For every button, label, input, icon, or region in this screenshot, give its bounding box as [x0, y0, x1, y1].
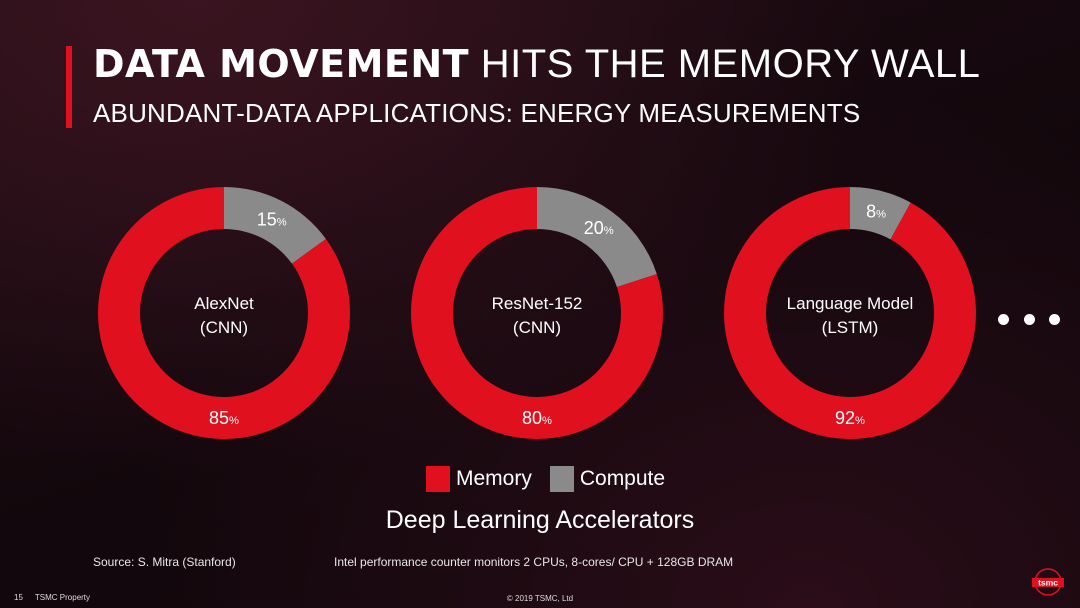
- legend-swatch-memory: [426, 466, 450, 492]
- chart-center-label: ResNet-152: [492, 294, 583, 313]
- chart-center-sublabel: (CNN): [200, 318, 248, 337]
- title-rest-part: HITS THE MEMORY WALL: [469, 42, 981, 86]
- chart-center-label: AlexNet: [194, 294, 254, 313]
- memory-slice: [724, 187, 976, 439]
- legend-label-compute: Compute: [579, 467, 666, 490]
- property-label: TSMC Property: [34, 593, 91, 602]
- donut-chart-2: 20%80%ResNet-152(CNN): [411, 187, 663, 439]
- chart-caption: Deep Learning Accelerators: [385, 506, 695, 534]
- legend-swatch-compute: [549, 466, 574, 492]
- chart-center-label: Language Model: [787, 294, 914, 313]
- compute-slice: [224, 187, 326, 264]
- donut-chart-3: 8%92%Language Model(LSTM): [724, 187, 976, 439]
- legend-item-compute: Compute: [549, 466, 666, 492]
- chart-legend: Memory Compute: [426, 466, 683, 492]
- legend-item-memory: Memory: [426, 466, 532, 492]
- compute-slice: [850, 187, 911, 240]
- slide-subtitle: ABUNDANT-DATA APPLICATIONS: ENERGY MEASU…: [93, 98, 861, 128]
- tsmc-logo: tsmc: [1032, 568, 1064, 596]
- slide-title: DATA MOVEMENT HITS THE MEMORY WALL: [93, 40, 980, 88]
- donut-chart-1: 15%85%AlexNet(CNN): [97, 187, 350, 440]
- more-ellipsis-icon: [998, 309, 1060, 329]
- footer-left: 15 TSMC Property: [14, 593, 90, 602]
- title-bold-part: DATA MOVEMENT: [93, 42, 470, 86]
- page-number: 15: [14, 593, 23, 602]
- source-note: Source: S. Mitra (Stanford): [93, 555, 236, 569]
- measurement-note: Intel performance counter monitors 2 CPU…: [334, 555, 734, 569]
- compute-slice: [537, 187, 657, 288]
- chart-center-sublabel: (CNN): [513, 318, 561, 337]
- chart-center-sublabel: (LSTM): [822, 318, 879, 337]
- memory-slice: [411, 187, 663, 439]
- copyright: © 2019 TSMC, Ltd: [506, 594, 574, 603]
- title-accent-bar: [66, 46, 72, 128]
- legend-label-memory: Memory: [456, 467, 532, 490]
- memory-slice: [97, 187, 350, 440]
- svg-text:tsmc: tsmc: [1038, 578, 1058, 588]
